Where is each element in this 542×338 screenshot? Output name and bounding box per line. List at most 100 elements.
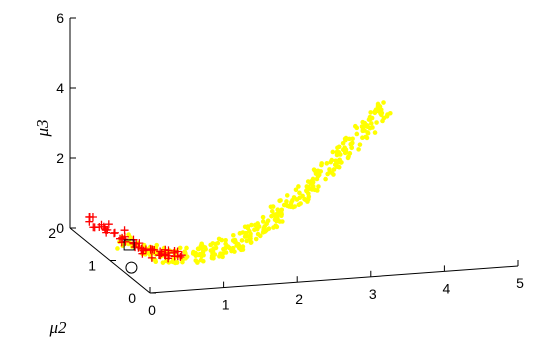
data-point xyxy=(313,171,319,176)
data-point xyxy=(297,190,302,196)
data-point xyxy=(269,213,274,219)
data-point xyxy=(171,259,177,265)
z-axis-label: μ3 xyxy=(33,119,52,137)
data-point xyxy=(210,248,216,254)
data-point xyxy=(265,218,271,224)
data-point xyxy=(276,210,281,216)
data-point xyxy=(348,141,354,147)
x-axis-line xyxy=(149,265,519,294)
data-point xyxy=(379,110,385,116)
data-point xyxy=(360,128,366,134)
data-point xyxy=(335,145,340,151)
z-tick-label: 4 xyxy=(56,80,64,96)
data-point xyxy=(199,241,204,247)
data-point xyxy=(291,195,297,200)
data-point xyxy=(123,239,135,251)
data-point xyxy=(89,223,98,232)
z-tick-label: 0 xyxy=(56,220,64,236)
data-point xyxy=(342,145,347,150)
data-point xyxy=(227,245,232,251)
data-point xyxy=(365,123,370,128)
data-point xyxy=(177,251,186,260)
data-point xyxy=(279,207,285,213)
data-point xyxy=(372,130,378,135)
data-point xyxy=(138,244,147,253)
data-point xyxy=(135,239,144,248)
data-point xyxy=(115,246,120,251)
data-point xyxy=(184,245,189,251)
data-point xyxy=(195,246,201,252)
data-point xyxy=(310,179,316,185)
data-point xyxy=(199,253,204,259)
data-marks xyxy=(85,100,393,274)
data-point xyxy=(356,147,361,152)
data-point xyxy=(153,259,159,265)
data-point xyxy=(148,245,157,254)
data-point xyxy=(104,220,113,229)
data-point xyxy=(331,167,337,172)
data-point xyxy=(288,204,294,210)
data-point xyxy=(102,228,111,237)
data-point xyxy=(329,157,335,163)
data-point xyxy=(310,185,315,190)
data-point xyxy=(208,242,213,248)
data-point xyxy=(88,212,97,221)
data-point xyxy=(271,225,276,230)
x-tick-label: 1 xyxy=(222,297,230,313)
data-point xyxy=(216,236,222,242)
x-tick-label: 0 xyxy=(148,302,156,318)
data-point xyxy=(254,226,260,232)
data-point xyxy=(215,240,221,246)
data-point xyxy=(202,245,208,250)
data-point xyxy=(184,254,190,259)
data-point xyxy=(363,134,369,140)
data-point xyxy=(223,237,228,243)
data-point xyxy=(324,161,330,166)
data-point xyxy=(260,219,266,224)
x-tick-label: 3 xyxy=(369,286,377,302)
data-point xyxy=(352,123,358,129)
data-point xyxy=(280,219,285,224)
y-tick-label: 1 xyxy=(88,258,96,274)
data-point xyxy=(368,110,373,115)
data-point xyxy=(85,217,94,226)
data-point xyxy=(376,104,382,110)
x-tick-label: 5 xyxy=(516,275,524,291)
data-point xyxy=(306,191,311,196)
data-point xyxy=(232,249,237,254)
data-point xyxy=(248,233,253,239)
data-point xyxy=(255,231,261,237)
data-point xyxy=(278,198,283,203)
data-point xyxy=(365,130,370,135)
data-point xyxy=(306,184,311,190)
data-point xyxy=(125,261,138,274)
data-point xyxy=(249,222,254,228)
data-point xyxy=(177,245,183,251)
x-tick-label: 4 xyxy=(443,280,451,296)
data-point xyxy=(311,167,317,172)
data-point xyxy=(255,221,260,226)
data-point xyxy=(236,243,242,249)
data-point xyxy=(213,245,219,251)
data-point xyxy=(316,184,321,189)
data-point xyxy=(357,142,363,147)
data-point xyxy=(331,172,336,177)
z-tick-label: 2 xyxy=(56,150,64,166)
data-point xyxy=(360,119,366,125)
data-point xyxy=(281,202,287,208)
data-point xyxy=(221,246,226,252)
data-point xyxy=(240,244,246,249)
data-point xyxy=(182,249,188,255)
series-circle xyxy=(125,261,138,274)
data-point xyxy=(330,149,336,155)
series-square xyxy=(123,239,135,251)
data-point xyxy=(346,154,351,159)
data-point xyxy=(239,238,245,243)
data-point xyxy=(297,195,303,201)
data-point xyxy=(335,160,341,165)
data-point xyxy=(350,136,355,142)
data-point xyxy=(147,253,156,262)
data-point xyxy=(253,236,259,242)
